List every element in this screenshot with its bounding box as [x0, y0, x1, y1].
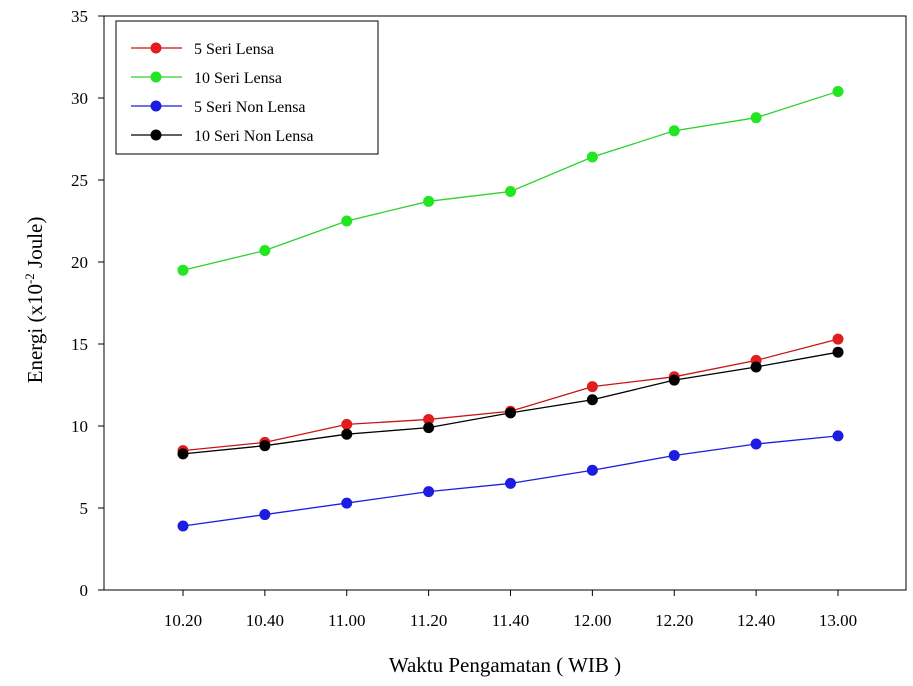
series-group	[177, 85, 844, 532]
data-point	[832, 346, 844, 358]
data-point	[177, 448, 189, 460]
data-point	[750, 112, 762, 124]
data-point	[832, 430, 844, 442]
y-tick-label: 0	[80, 581, 89, 600]
y-tick-label: 25	[71, 171, 88, 190]
y-tick-label: 5	[80, 499, 89, 518]
data-point	[259, 509, 271, 521]
data-point	[423, 413, 435, 425]
data-point	[750, 361, 762, 373]
data-point	[259, 245, 271, 257]
data-point	[668, 450, 680, 462]
legend-label: 10 Seri Lensa	[194, 70, 282, 87]
x-tick-label: 10.40	[246, 611, 284, 630]
data-point	[832, 333, 844, 345]
y-tick-label: 15	[71, 335, 88, 354]
y-axis-title-suffix: Joule)	[23, 217, 47, 274]
series-1	[177, 333, 844, 457]
data-point	[505, 477, 516, 489]
data-point	[341, 497, 353, 509]
x-axis-ticks: 10.20 10.40 11.00 11.20 11.40 12.00 12.20 12.40…	[164, 590, 857, 630]
x-tick-label: 10.20	[164, 611, 202, 630]
data-point	[586, 151, 598, 163]
data-point	[341, 215, 353, 227]
data-point	[341, 428, 353, 440]
data-point	[423, 195, 435, 207]
legend-label: 5 Seri Non Lensa	[194, 99, 306, 116]
data-point	[423, 422, 435, 434]
series-line	[182, 338, 839, 452]
y-axis-title-prefix: Energi (x10	[23, 284, 47, 383]
x-tick-label: 12.20	[655, 611, 693, 630]
x-tick-label: 11.00	[328, 611, 366, 630]
y-tick-label: 10	[71, 417, 88, 436]
y-axis-ticks: 0 5 10 15 20 25 30 35	[71, 7, 104, 600]
data-point	[177, 520, 189, 532]
data-point	[586, 381, 598, 393]
series-3	[177, 430, 844, 532]
data-point	[259, 440, 271, 452]
data-point	[750, 438, 762, 450]
legend-marker	[150, 129, 162, 141]
data-point	[505, 407, 516, 419]
data-point	[586, 394, 598, 406]
y-tick-label: 35	[71, 7, 88, 26]
y-axis-title: Energi (x10-2 Joule)	[22, 217, 47, 384]
legend-item: 10 Seri Lensa	[131, 70, 282, 87]
legend-item: 10 Seri Non Lensa	[131, 128, 314, 145]
legend-marker	[150, 100, 162, 112]
x-tick-label: 12.40	[737, 611, 775, 630]
data-point	[341, 418, 353, 430]
y-tick-label: 30	[71, 89, 88, 108]
legend-item: 5 Seri Lensa	[131, 41, 274, 58]
legend-marker	[150, 71, 162, 83]
x-tick-label: 11.40	[492, 611, 530, 630]
series-2	[177, 85, 844, 276]
x-tick-label: 11.20	[410, 611, 448, 630]
y-axis-title-exponent: -2	[22, 273, 37, 284]
legend-label: 5 Seri Lensa	[194, 41, 274, 58]
legend-label: 10 Seri Non Lensa	[194, 128, 314, 145]
data-point	[668, 125, 680, 137]
x-tick-label: 12.00	[573, 611, 611, 630]
x-axis-title: Waktu Pengamatan ( WIB )	[389, 653, 621, 677]
series-4	[177, 346, 844, 460]
legend-marker	[150, 42, 162, 54]
data-point	[423, 486, 435, 498]
data-point	[668, 374, 680, 386]
data-point	[177, 264, 189, 276]
x-tick-label: 13.00	[819, 611, 857, 630]
y-tick-label: 20	[71, 253, 88, 272]
data-point	[505, 185, 516, 197]
data-point	[586, 464, 598, 476]
legend: 5 Seri Lensa 10 Seri Lensa 5 Seri Non Lens…	[115, 20, 379, 155]
plot-area-frame	[103, 15, 907, 591]
legend-item: 5 Seri Non Lensa	[131, 99, 306, 116]
data-point	[832, 85, 844, 97]
